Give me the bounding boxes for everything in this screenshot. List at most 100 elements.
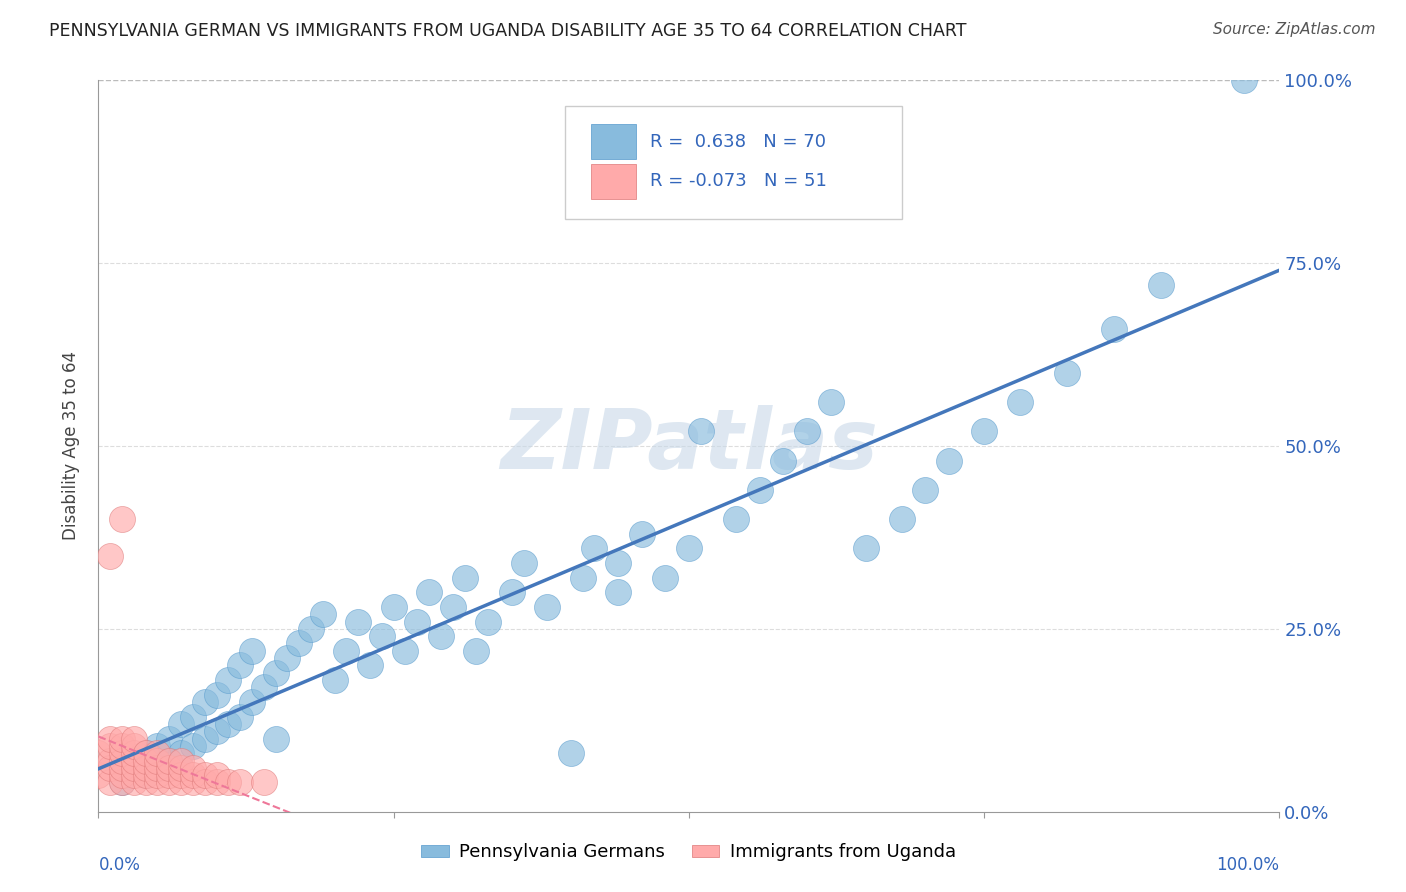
Pennsylvania Germans: [135, 746, 157, 760]
Pennsylvania Germans: [796, 425, 818, 439]
Pennsylvania Germans: [418, 585, 440, 599]
Immigrants from Uganda: [170, 768, 193, 782]
Immigrants from Uganda: [122, 761, 145, 775]
Pennsylvania Germans: [394, 644, 416, 658]
FancyBboxPatch shape: [591, 163, 636, 199]
Pennsylvania Germans: [146, 761, 169, 775]
Pennsylvania Germans: [725, 512, 748, 526]
Immigrants from Uganda: [135, 761, 157, 775]
Text: ZIPatlas: ZIPatlas: [501, 406, 877, 486]
Pennsylvania Germans: [157, 754, 180, 768]
Pennsylvania Germans: [654, 571, 676, 585]
Pennsylvania Germans: [689, 425, 711, 439]
Immigrants from Uganda: [170, 775, 193, 789]
Text: 100.0%: 100.0%: [1216, 855, 1279, 873]
Pennsylvania Germans: [253, 681, 276, 695]
Immigrants from Uganda: [157, 768, 180, 782]
Immigrants from Uganda: [111, 768, 134, 782]
Pennsylvania Germans: [194, 695, 217, 709]
Immigrants from Uganda: [98, 754, 121, 768]
Immigrants from Uganda: [146, 746, 169, 760]
Immigrants from Uganda: [135, 754, 157, 768]
Pennsylvania Germans: [170, 717, 193, 731]
Pennsylvania Germans: [1102, 322, 1125, 336]
Pennsylvania Germans: [560, 746, 582, 760]
Immigrants from Uganda: [146, 775, 169, 789]
Immigrants from Uganda: [98, 731, 121, 746]
Pennsylvania Germans: [465, 644, 488, 658]
Pennsylvania Germans: [855, 541, 877, 556]
Immigrants from Uganda: [87, 768, 110, 782]
FancyBboxPatch shape: [565, 106, 901, 219]
Immigrants from Uganda: [146, 768, 169, 782]
Text: PENNSYLVANIA GERMAN VS IMMIGRANTS FROM UGANDA DISABILITY AGE 35 TO 64 CORRELATIO: PENNSYLVANIA GERMAN VS IMMIGRANTS FROM U…: [49, 22, 967, 40]
Immigrants from Uganda: [181, 768, 204, 782]
Pennsylvania Germans: [170, 746, 193, 760]
Pennsylvania Germans: [820, 395, 842, 409]
Immigrants from Uganda: [217, 775, 239, 789]
Pennsylvania Germans: [240, 644, 263, 658]
Immigrants from Uganda: [122, 746, 145, 760]
Pennsylvania Germans: [276, 651, 298, 665]
Immigrants from Uganda: [181, 761, 204, 775]
Pennsylvania Germans: [536, 599, 558, 614]
Immigrants from Uganda: [157, 754, 180, 768]
Text: Source: ZipAtlas.com: Source: ZipAtlas.com: [1212, 22, 1375, 37]
Immigrants from Uganda: [181, 775, 204, 789]
Immigrants from Uganda: [205, 775, 228, 789]
Pennsylvania Germans: [240, 695, 263, 709]
Pennsylvania Germans: [453, 571, 475, 585]
Pennsylvania Germans: [938, 453, 960, 467]
Immigrants from Uganda: [98, 761, 121, 775]
Immigrants from Uganda: [111, 746, 134, 760]
Pennsylvania Germans: [181, 709, 204, 723]
Immigrants from Uganda: [194, 768, 217, 782]
Immigrants from Uganda: [135, 775, 157, 789]
Immigrants from Uganda: [194, 775, 217, 789]
Pennsylvania Germans: [299, 622, 322, 636]
Immigrants from Uganda: [122, 739, 145, 753]
Pennsylvania Germans: [229, 709, 252, 723]
Pennsylvania Germans: [406, 615, 429, 629]
Immigrants from Uganda: [87, 746, 110, 760]
Immigrants from Uganda: [111, 739, 134, 753]
Pennsylvania Germans: [371, 629, 394, 643]
Pennsylvania Germans: [205, 688, 228, 702]
Pennsylvania Germans: [501, 585, 523, 599]
Text: R =  0.638   N = 70: R = 0.638 N = 70: [650, 133, 825, 151]
FancyBboxPatch shape: [591, 124, 636, 160]
Immigrants from Uganda: [157, 775, 180, 789]
Pennsylvania Germans: [217, 673, 239, 687]
Immigrants from Uganda: [170, 754, 193, 768]
Pennsylvania Germans: [973, 425, 995, 439]
Pennsylvania Germans: [122, 761, 145, 775]
Immigrants from Uganda: [146, 754, 169, 768]
Immigrants from Uganda: [98, 549, 121, 563]
Immigrants from Uganda: [253, 775, 276, 789]
Pennsylvania Germans: [135, 768, 157, 782]
Pennsylvania Germans: [146, 739, 169, 753]
Immigrants from Uganda: [111, 731, 134, 746]
Immigrants from Uganda: [229, 775, 252, 789]
Pennsylvania Germans: [607, 556, 630, 570]
Text: 0.0%: 0.0%: [98, 855, 141, 873]
Y-axis label: Disability Age 35 to 64: Disability Age 35 to 64: [62, 351, 80, 541]
Pennsylvania Germans: [264, 665, 287, 680]
Pennsylvania Germans: [264, 731, 287, 746]
Pennsylvania Germans: [181, 739, 204, 753]
Pennsylvania Germans: [157, 731, 180, 746]
Pennsylvania Germans: [512, 556, 534, 570]
Pennsylvania Germans: [323, 673, 346, 687]
Pennsylvania Germans: [630, 526, 652, 541]
Pennsylvania Germans: [217, 717, 239, 731]
Pennsylvania Germans: [772, 453, 794, 467]
Pennsylvania Germans: [748, 483, 770, 497]
Pennsylvania Germans: [1008, 395, 1031, 409]
Immigrants from Uganda: [135, 768, 157, 782]
Immigrants from Uganda: [122, 768, 145, 782]
Pennsylvania Germans: [205, 724, 228, 739]
Pennsylvania Germans: [1056, 366, 1078, 380]
Immigrants from Uganda: [122, 731, 145, 746]
Legend: Pennsylvania Germans, Immigrants from Uganda: Pennsylvania Germans, Immigrants from Ug…: [415, 836, 963, 869]
Pennsylvania Germans: [347, 615, 370, 629]
